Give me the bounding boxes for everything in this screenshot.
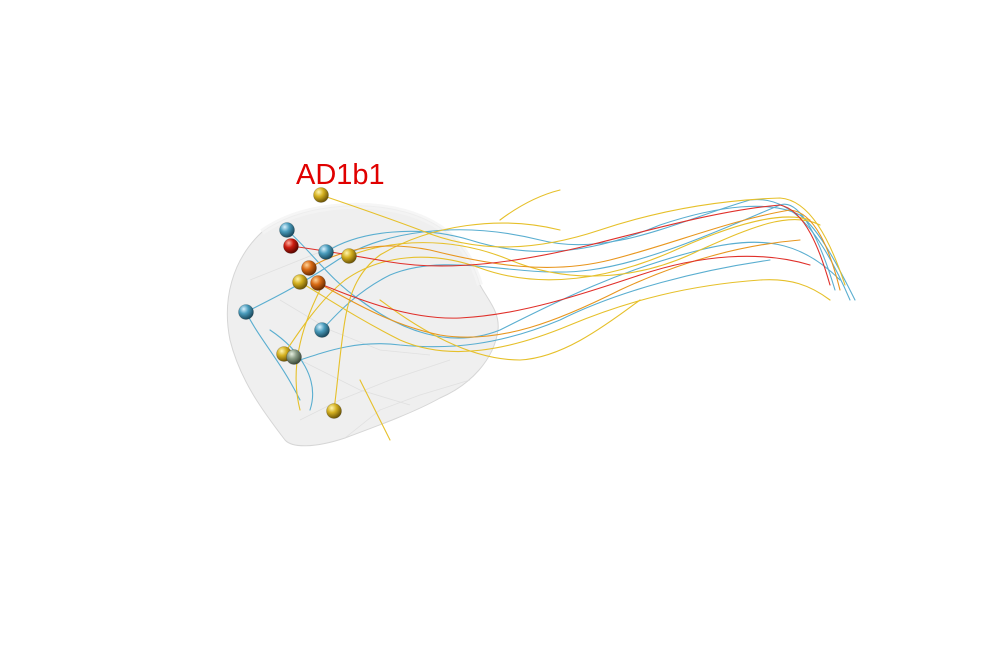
soma-13 <box>326 403 342 419</box>
soma-7 <box>292 274 308 290</box>
soma-12 <box>286 349 302 365</box>
soma-6 <box>301 260 317 276</box>
soma-5 <box>341 248 357 264</box>
neurite-tracts <box>245 189 856 441</box>
soma-3 <box>283 238 299 254</box>
soma-1 <box>313 187 329 203</box>
neuron-type-label: AD1b1 <box>296 159 385 191</box>
soma-10 <box>314 322 330 338</box>
soma-4 <box>318 244 334 260</box>
soma-8 <box>310 275 326 291</box>
somata-layer <box>238 187 357 419</box>
soma-9 <box>238 304 254 320</box>
soma-2 <box>279 222 295 238</box>
